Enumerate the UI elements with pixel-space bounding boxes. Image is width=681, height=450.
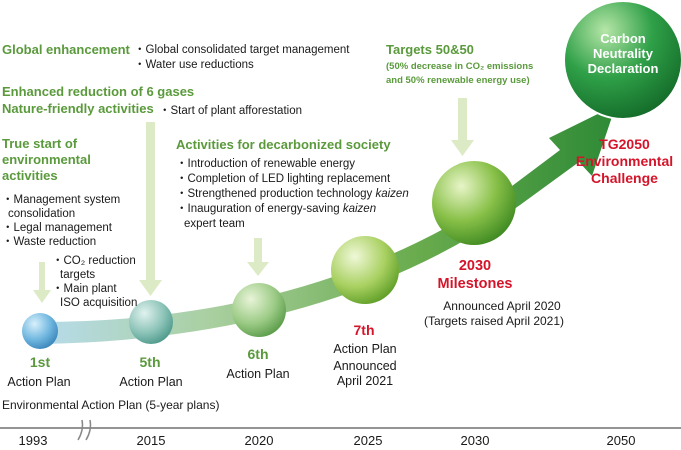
down-arrow-1993 (33, 262, 51, 303)
ball-1st (22, 313, 58, 349)
decarb-item-1: ・Introduction of renewable energy (176, 158, 355, 170)
plan-5th-label: Action Plan (119, 375, 183, 389)
enhanced-item: ・Start of plant afforestation (159, 105, 302, 117)
true-start-sub-4: ISO acquisition (60, 297, 138, 309)
targets-line-1: (50% decrease in CO₂ emissions (386, 61, 534, 72)
plan-7th-number: 7th (353, 322, 375, 338)
down-arrow-2030 (451, 98, 474, 156)
ball-7th (331, 236, 399, 304)
year-2015: 2015 (136, 433, 166, 448)
enhanced-heading-2: Nature-friendly activities (2, 101, 154, 116)
milestones-announced-2: (Targets raised April 2021) (423, 314, 565, 328)
decarb-item-4: ・Inauguration of energy-saving kaizen (176, 203, 377, 215)
plan-6th-label: Action Plan (226, 367, 290, 381)
ball-carbon-neutrality (563, 0, 681, 120)
milestones-2030-label: 2030 Milestones (437, 258, 513, 292)
decarb-heading: Activities for decarbonized society (176, 137, 391, 152)
main-arrow (38, 105, 616, 344)
enhanced-heading-1: Enhanced reduction of 6 gases (2, 84, 195, 99)
true-start-heading-1: True start of (2, 136, 78, 151)
tg2050-label: TG2050 Environmental Challenge (575, 136, 674, 186)
down-arrow-2015 (139, 122, 162, 296)
milestones-announced-1: Announced April 2020 (443, 299, 561, 313)
decarb-item-2: ・Completion of LED lighting replacement (176, 173, 391, 185)
axis-break-icon (77, 419, 92, 441)
global-item-1: ・Global consolidated target management (134, 44, 350, 56)
global-enhancement-heading: Global enhancement (2, 42, 130, 57)
targets-line-2: and 50% renewable energy use) (386, 75, 530, 86)
ball-5th (129, 300, 173, 344)
year-2025: 2025 (353, 433, 383, 448)
true-start-heading-2: environmental (2, 152, 91, 167)
true-start-item-2: consolidation (8, 208, 76, 220)
true-start-item-1: ・Management system (2, 194, 121, 206)
plan-1st-number: 1st (29, 354, 51, 370)
plan-1st-label: Action Plan (7, 375, 71, 389)
year-1993: 1993 (18, 433, 48, 448)
year-2050: 2050 (606, 433, 636, 448)
plan-caption: Environmental Action Plan (5-year plans) (2, 398, 220, 412)
true-start-heading-3: activities (2, 168, 58, 183)
true-start-item-3: ・Legal management (2, 222, 112, 234)
carbon-neutrality-label: Carbon Neutrality Declaration (587, 31, 659, 76)
plan-7th-label: Action Plan (333, 342, 397, 356)
ball-2030 (432, 161, 516, 245)
ball-6th (232, 283, 286, 337)
plan-6th-number: 6th (247, 346, 269, 362)
targets-heading: Targets 50&50 (386, 42, 474, 57)
true-start-sub-3: ・Main plant (52, 283, 117, 295)
plan-7th-announced: Announced (333, 359, 397, 373)
down-arrow-2020 (247, 238, 269, 276)
decarb-item-3: ・Strengthened production technology kaiz… (176, 188, 409, 200)
true-start-sub-1: ・CO₂ reduction (52, 255, 136, 267)
decarb-item-5: expert team (184, 218, 245, 230)
plan-5th-number: 5th (139, 354, 161, 370)
global-item-2: ・Water use reductions (134, 59, 254, 71)
true-start-item-4: ・Waste reduction (2, 236, 97, 248)
year-2020: 2020 (244, 433, 274, 448)
plan-7th-date: April 2021 (336, 374, 394, 388)
true-start-sub-2: targets (60, 269, 96, 281)
year-2030: 2030 (460, 433, 490, 448)
